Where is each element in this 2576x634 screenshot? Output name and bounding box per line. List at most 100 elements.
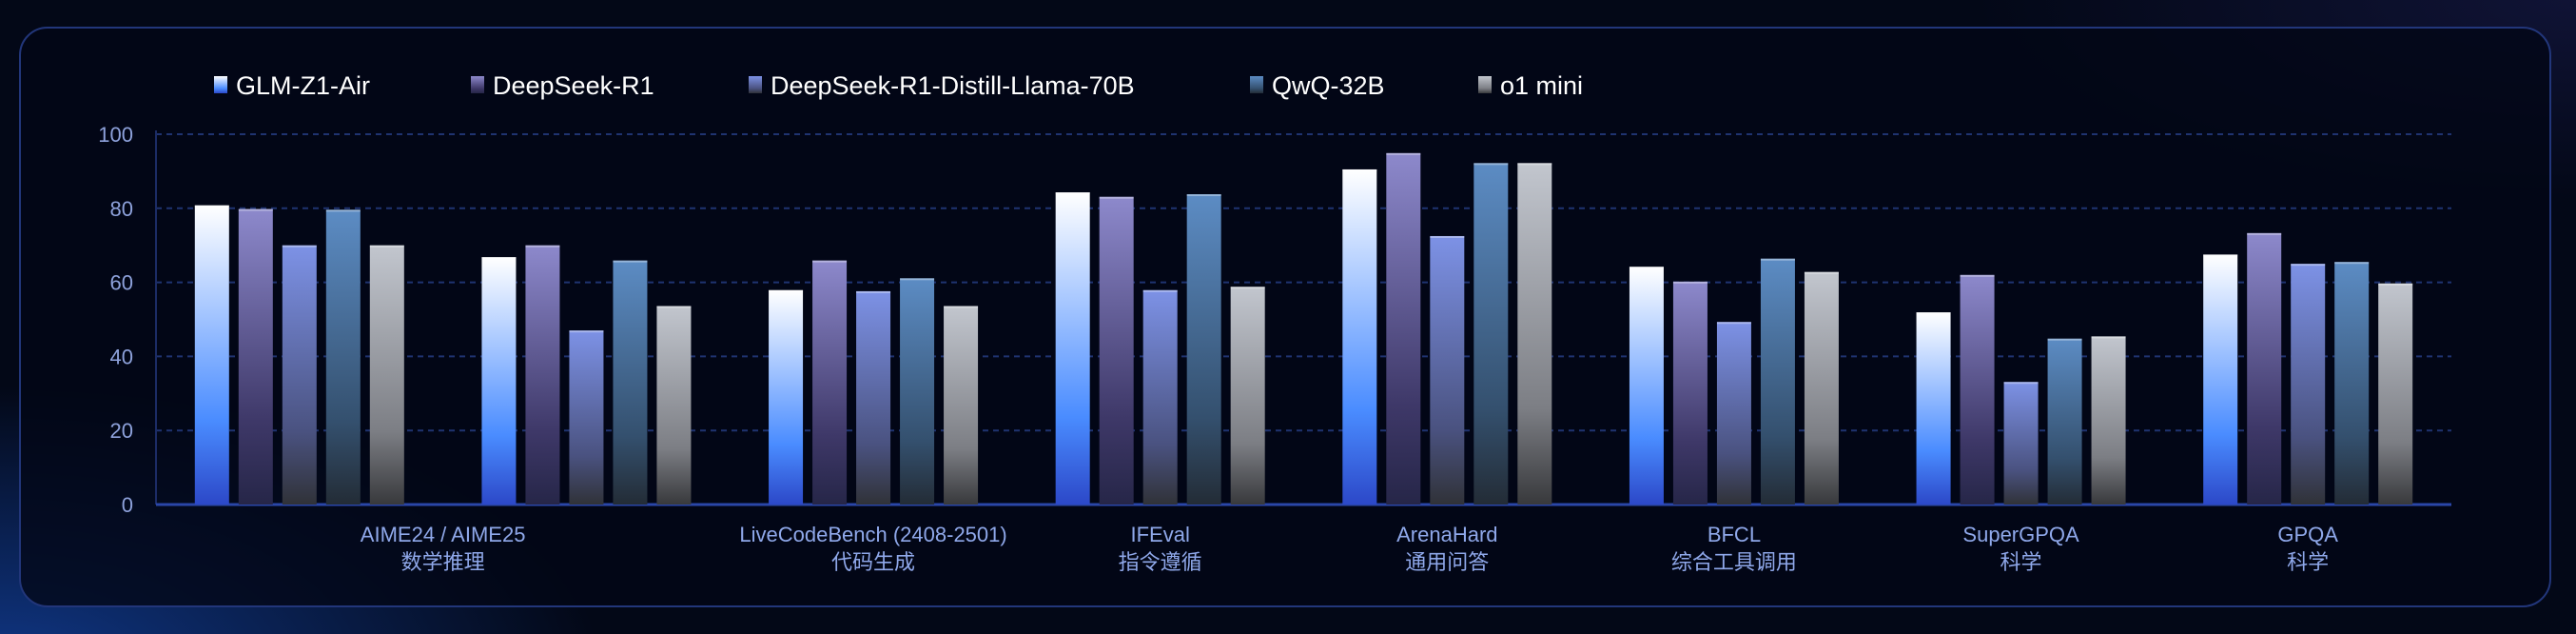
- bar-top-edge: [2003, 382, 2039, 385]
- bar-o1-mini: [2378, 283, 2413, 505]
- bar-deepseek-r1-distill-llama-70b: [1142, 289, 1178, 505]
- bar-top-edge: [1099, 196, 1134, 199]
- bar-o1-mini: [369, 245, 404, 505]
- legend-swatch: [1250, 76, 1263, 93]
- bar-deepseek-r1: [1960, 274, 1995, 505]
- bar-top-edge: [325, 209, 361, 212]
- bar-top-edge: [613, 260, 648, 263]
- bar-o1-mini: [656, 306, 692, 505]
- bar-deepseek-r1-distill-llama-70b: [1430, 235, 1465, 505]
- bar-qwq-32b: [2334, 262, 2370, 505]
- x-category-sublabel: 通用问答: [1405, 550, 1489, 574]
- bar-glm-z1-air: [1629, 267, 1664, 505]
- x-category-label: AIME24 / AIME25: [361, 523, 526, 546]
- bar-top-edge: [1386, 152, 1421, 155]
- bar-qwq-32b: [900, 278, 935, 505]
- bar-deepseek-r1: [2247, 232, 2282, 505]
- bar-top-edge: [812, 260, 848, 263]
- x-category-label: BFCL: [1708, 523, 1761, 546]
- legend-swatch: [1478, 76, 1492, 93]
- bar-top-edge: [1916, 312, 1951, 315]
- bar-glm-z1-air: [1916, 312, 1951, 505]
- y-tick-label: 20: [110, 419, 133, 443]
- bar-top-edge: [194, 205, 229, 208]
- bar-top-edge: [2378, 283, 2413, 286]
- bar-top-edge: [656, 306, 692, 308]
- bar-top-edge: [769, 289, 804, 292]
- bar-top-edge: [2247, 232, 2282, 235]
- bar-top-edge: [2334, 262, 2370, 265]
- bar-top-edge: [1517, 163, 1552, 166]
- bar-qwq-32b: [2047, 338, 2082, 505]
- bar-deepseek-r1: [1099, 196, 1134, 505]
- bar-o1-mini: [1804, 271, 1839, 505]
- x-category-sublabel: 代码生成: [831, 550, 915, 574]
- bar-qwq-32b: [1473, 163, 1509, 505]
- bar-top-edge: [2291, 264, 2326, 267]
- bar-top-edge: [1142, 289, 1178, 292]
- bar-deepseek-r1: [238, 208, 273, 505]
- x-category-label: LiveCodeBench (2408-2501): [739, 523, 1006, 546]
- bar-deepseek-r1-distill-llama-70b: [282, 245, 317, 505]
- legend-swatch: [749, 76, 762, 93]
- bar-glm-z1-air: [1055, 192, 1090, 505]
- bar-deepseek-r1: [812, 260, 848, 505]
- y-tick-label: 80: [110, 197, 133, 221]
- x-axis: AIME24 / AIME25 数学推理 LiveCodeBench (2408-2…: [361, 523, 2338, 574]
- bar-top-edge: [944, 306, 979, 308]
- legend-swatch: [214, 76, 227, 93]
- bar-top-edge: [1473, 163, 1509, 166]
- bar-top-edge: [1629, 267, 1664, 269]
- bar-top-edge: [2203, 254, 2238, 257]
- bar-deepseek-r1-distill-llama-70b: [569, 330, 604, 505]
- bar-qwq-32b: [325, 209, 361, 505]
- bar-top-edge: [1342, 168, 1377, 171]
- bar-glm-z1-air: [194, 205, 229, 505]
- x-category-sublabel: 科学: [2287, 550, 2329, 574]
- bar-deepseek-r1-distill-llama-70b: [856, 290, 891, 505]
- bar-top-edge: [2047, 338, 2082, 341]
- chart-panel: [19, 27, 2551, 607]
- x-category-label: GPQA: [2277, 523, 2338, 546]
- bar-top-edge: [481, 257, 517, 260]
- bar-top-edge: [1186, 194, 1221, 197]
- bar-glm-z1-air: [1342, 168, 1377, 505]
- bar-top-edge: [1716, 322, 1751, 325]
- bar-glm-z1-air: [2203, 254, 2238, 505]
- bar-glm-z1-air: [481, 257, 517, 505]
- bar-top-edge: [1230, 287, 1265, 289]
- y-tick-label: 60: [110, 271, 133, 295]
- y-tick-label: 0: [122, 493, 133, 517]
- bar-top-edge: [569, 330, 604, 333]
- legend-label: QwQ-32B: [1272, 71, 1385, 100]
- x-category-sublabel: 综合工具调用: [1671, 550, 1797, 574]
- legend-label: GLM-Z1-Air: [236, 71, 370, 100]
- bar-o1-mini: [1517, 163, 1552, 505]
- y-tick-label: 40: [110, 345, 133, 368]
- bar-top-edge: [900, 278, 935, 281]
- legend-label: o1 mini: [1500, 71, 1583, 100]
- bar-glm-z1-air: [769, 289, 804, 505]
- bar-qwq-32b: [1760, 258, 1795, 505]
- y-tick-label: 100: [98, 123, 133, 147]
- bar-top-edge: [238, 208, 273, 211]
- bar-top-edge: [1430, 235, 1465, 238]
- bar-o1-mini: [944, 306, 979, 505]
- legend-label: DeepSeek-R1-Distill-Llama-70B: [771, 71, 1135, 100]
- bar-top-edge: [282, 245, 317, 248]
- bar-qwq-32b: [1186, 194, 1221, 505]
- bar-deepseek-r1-distill-llama-70b: [2003, 382, 2039, 505]
- legend: GLM-Z1-Air DeepSeek-R1 DeepSeek-R1-Distill…: [214, 71, 1583, 100]
- bar-top-edge: [1760, 258, 1795, 261]
- bar-top-edge: [1804, 271, 1839, 274]
- bar-deepseek-r1-distill-llama-70b: [1716, 322, 1751, 505]
- bar-o1-mini: [2091, 336, 2126, 505]
- bar-deepseek-r1: [1386, 152, 1421, 505]
- bar-deepseek-r1-distill-llama-70b: [2291, 264, 2326, 505]
- x-category-label: ArenaHard: [1396, 523, 1497, 546]
- bars: [194, 152, 2413, 505]
- bar-top-edge: [2091, 336, 2126, 339]
- legend-label: DeepSeek-R1: [493, 71, 654, 100]
- bar-o1-mini: [1230, 287, 1265, 505]
